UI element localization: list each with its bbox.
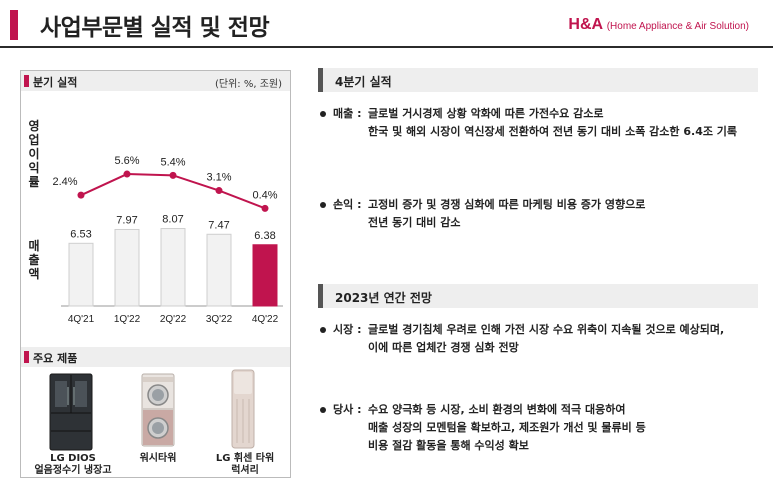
op-margin-point [77, 191, 85, 199]
op-margin-axis-label: 영업이익률 [28, 119, 40, 189]
bullet-dot [320, 111, 326, 117]
header-rule [0, 46, 773, 48]
category-tick-label: 2Q'22 [160, 314, 187, 325]
revenue-bar [68, 242, 94, 307]
category-tick-label: 4Q'22 [252, 314, 279, 325]
product-fridge-line2: 얼음정수기 냉장고 [34, 465, 112, 476]
revenue-data-label: 7.97 [116, 214, 137, 226]
product-fridge-line1: LG DIOS [50, 453, 96, 464]
washtower-icon [141, 373, 175, 447]
air-conditioner-image [229, 369, 257, 449]
outlook-company-line2: 매출 성장의 모멘텀을 확보하고, 제조원가 개선 및 물류비 등 [368, 421, 646, 434]
fridge-icon [49, 373, 93, 451]
revenue-data-label: 7.47 [208, 219, 229, 231]
brand-sub: (Home Appliance & Air Solution) [606, 21, 749, 32]
outlook-company-item: 당사 : 수요 양극화 등 시장, 소비 환경의 변화에 적극 대응하여 매출 … [320, 402, 760, 454]
outlook-market-line2: 이에 따른 업체간 경쟁 심화 전망 [368, 341, 519, 354]
bullet-dot [320, 407, 326, 413]
title-accent-bar [10, 10, 18, 40]
outlook-market-label: 시장 : [333, 323, 362, 336]
q4-sales-line1: 글로벌 거시경제 상황 악화에 따른 가전수요 감소로 [368, 107, 604, 120]
q4-results-header-label: 4분기 실적 [335, 75, 392, 89]
op-margin-data-label: 3.1% [206, 172, 231, 184]
outlook-company-line1: 수요 양극화 등 시장, 소비 환경의 변화에 적극 대응하여 [368, 403, 626, 416]
page-title: 사업부문별 실적 및 전망 [40, 15, 270, 41]
q4-profit-label: 손익 : [333, 198, 362, 211]
revenue-data-label: 6.38 [254, 230, 275, 242]
category-tick-label: 3Q'22 [206, 314, 233, 325]
q4-sales-item: 매출 : 글로벌 거시경제 상황 악화에 따른 가전수요 감소로 한국 및 해외… [320, 106, 760, 140]
washtower-image [141, 373, 175, 447]
product-aircon-line1: LG 휘센 타워 [215, 453, 275, 464]
category-tick-label: 4Q'21 [68, 314, 95, 325]
outlook-company-label: 당사 : [333, 403, 362, 416]
op-margin-point [261, 204, 269, 212]
product-washtower-name: 워시타워 [123, 453, 193, 465]
q4-sales-line2: 한국 및 해외 시장이 역신장세 전환하여 전년 동기 대비 소폭 감소한 6.… [368, 125, 738, 138]
op-margin-point [169, 171, 177, 179]
outlook-header: 2023년 연간 전망 [318, 284, 758, 308]
fridge-image [49, 373, 93, 451]
product-washtower-line1: 워시타워 [139, 453, 177, 464]
revenue-bar [206, 233, 232, 307]
revenue-bar [160, 228, 186, 307]
quarterly-header: 분기 실적 (단위: %, 조원) [21, 71, 290, 91]
products-header-label: 주요 제품 [33, 352, 78, 365]
left-panel: 분기 실적 (단위: %, 조원) 영업이익률 매출액 6.53 4Q'21 7.9… [20, 70, 291, 478]
products-header-marker [24, 351, 29, 363]
outlook-header-label: 2023년 연간 전망 [335, 291, 432, 305]
op-margin-line [80, 173, 266, 210]
q4-profit-item: 손익 : 고정비 증가 및 경쟁 심화에 따른 마케팅 비용 증가 영향으로 전… [320, 197, 760, 231]
q4-profit-line2: 전년 동기 대비 감소 [368, 216, 461, 229]
category-tick-label: 1Q'22 [114, 314, 141, 325]
products-header: 주요 제품 [21, 347, 290, 367]
brand-label: H&A (Home Appliance & Air Solution) [568, 16, 749, 34]
op-margin-data-label: 2.4% [52, 176, 77, 188]
quarterly-header-marker [24, 75, 29, 87]
bullet-dot [320, 327, 326, 333]
revenue-bar [252, 244, 278, 307]
op-margin-data-label: 0.4% [252, 189, 277, 201]
outlook-market-item: 시장 : 글로벌 경기침체 우려로 인해 가전 시장 수요 위축이 지속될 것으… [320, 322, 760, 356]
outlook-company-line3: 비용 절감 활동을 통해 수익성 확보 [368, 439, 529, 452]
air-conditioner-icon [231, 369, 255, 449]
unit-label: (단위: %, 조원) [214, 79, 282, 90]
product-fridge-name: LG DIOS 얼음정수기 냉장고 [29, 453, 117, 477]
revenue-axis-label: 매출액 [28, 239, 40, 281]
revenue-data-label: 8.07 [162, 214, 183, 226]
op-margin-data-label: 5.4% [160, 156, 185, 168]
quarterly-header-label: 분기 실적 [33, 76, 78, 89]
q4-profit-line1: 고정비 증가 및 경쟁 심화에 따른 마케팅 비용 증가 영향으로 [368, 198, 646, 211]
revenue-bar [114, 228, 140, 307]
product-aircon-name: LG 휘센 타워 럭셔리 [205, 453, 285, 477]
op-margin-point [215, 187, 223, 195]
op-margin-data-label: 5.6% [114, 155, 139, 167]
brand-main: H&A [568, 16, 604, 33]
q4-sales-label: 매출 : [333, 107, 362, 120]
header-bar: 사업부문별 실적 및 전망 H&A (Home Appliance & Air … [0, 0, 773, 44]
revenue-data-label: 6.53 [70, 228, 91, 240]
product-aircon-line2: 럭셔리 [231, 465, 259, 476]
quarterly-chart: 6.53 4Q'21 7.97 1Q'22 8.07 2Q'22 7.47 3Q'22 6.38… [52, 155, 283, 325]
q4-results-header: 4분기 실적 [318, 68, 758, 92]
outlook-market-line1: 글로벌 경기침체 우려로 인해 가전 시장 수요 위축이 지속될 것으로 예상되… [368, 323, 725, 336]
bullet-dot [320, 202, 326, 208]
op-margin-point [123, 170, 131, 178]
